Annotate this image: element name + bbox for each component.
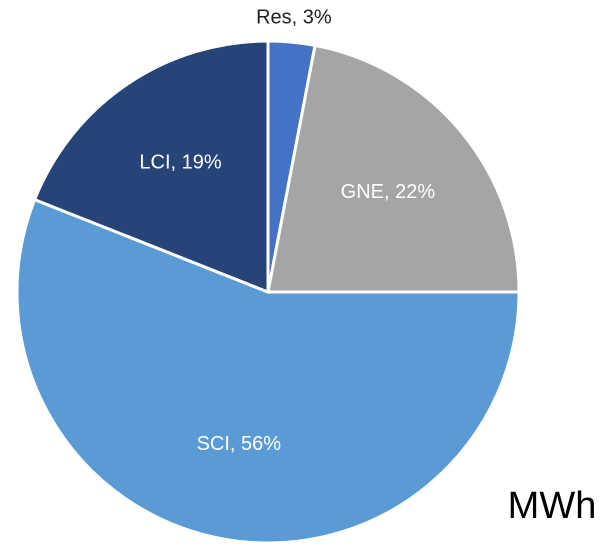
- pie-slice: SCI: [15, 197, 521, 544]
- data-label: LCI, 19%: [139, 152, 221, 174]
- pie-slice: GNE: [266, 43, 521, 294]
- data-label: SCI, 56%: [197, 433, 282, 455]
- data-label: GNE, 22%: [341, 181, 436, 203]
- unit-annotation: MWh: [508, 485, 597, 527]
- data-label: Res, 3%: [256, 7, 332, 29]
- pie-slice: LCI: [32, 39, 270, 295]
